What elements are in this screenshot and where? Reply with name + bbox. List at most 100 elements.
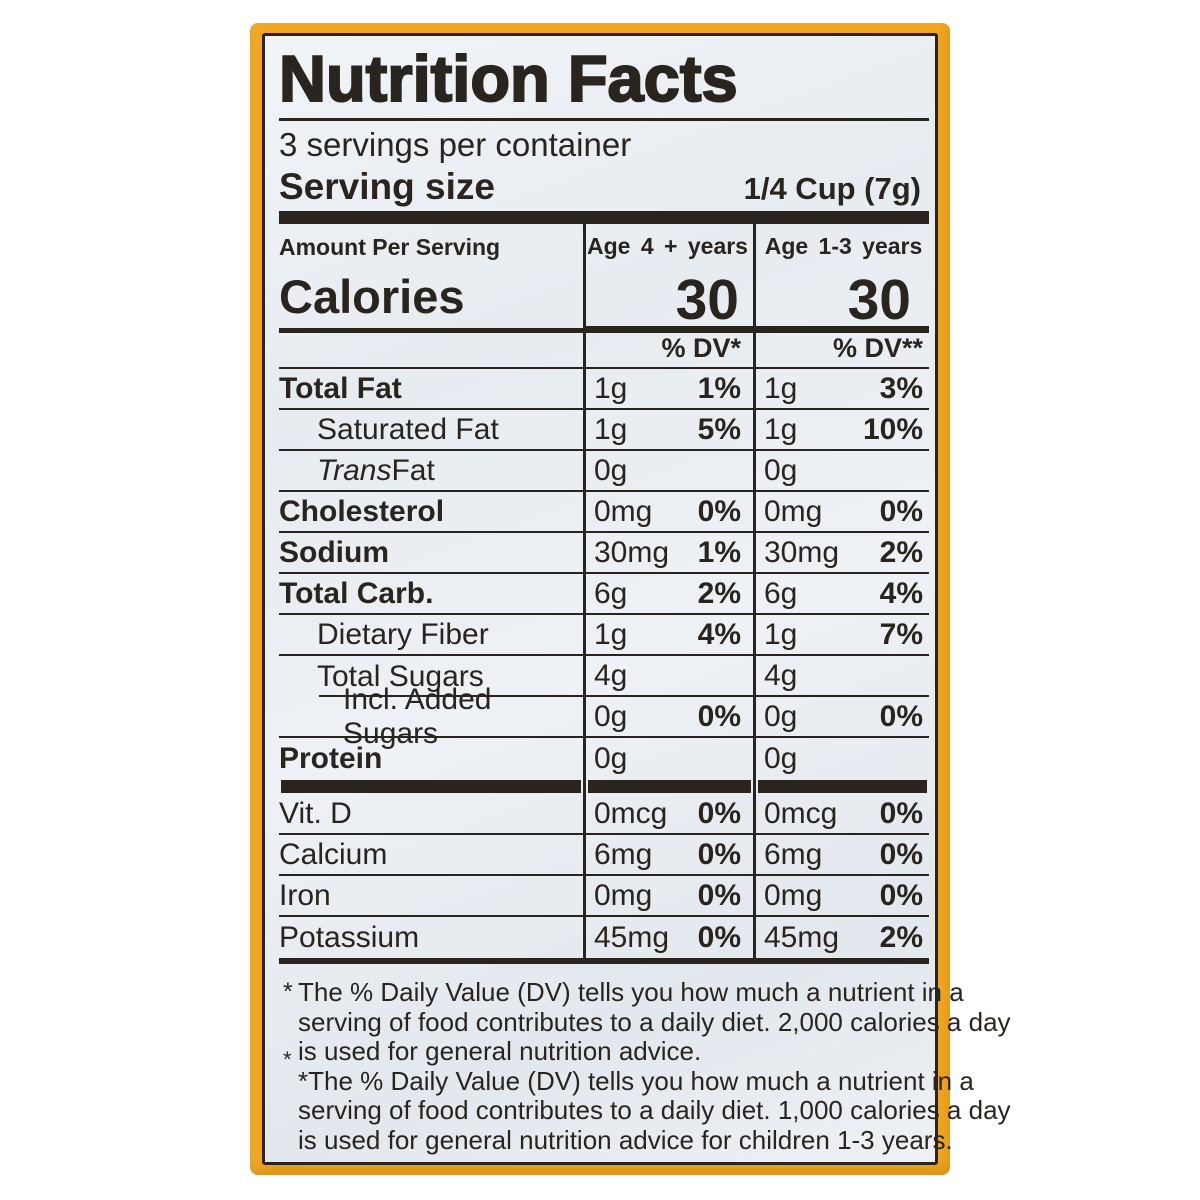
nutrient-values-age1-3: 45mg 2% xyxy=(753,917,929,958)
footnotes: * The % Daily Value (DV) tells you how mu… xyxy=(279,977,1011,1156)
calories-row: Calories 30 30 xyxy=(279,267,929,333)
amount-value: 0mcg xyxy=(764,796,838,830)
nutrient-rows: Total Fat 1g 1% 1g 3% Saturated Fat 1g 5% 1g 10% T… xyxy=(279,369,929,779)
nutrient-name: Cholesterol xyxy=(279,492,583,533)
section-divider-bar xyxy=(279,211,929,224)
serving-size-row: Serving size 1/4 Cup (7g) xyxy=(279,166,929,207)
amount-value: 45mg xyxy=(764,920,840,954)
nutrient-values-age1-3: 6mg 0% xyxy=(753,835,929,876)
amount-value: 0mg xyxy=(594,494,653,528)
nutrient-name: Sodium xyxy=(279,533,583,574)
nutrient-row: Cholesterol 0mg 0% 0mg 0% xyxy=(279,492,929,533)
nutrient-row: Incl. Added Sugars 0g 0% 0g 0% xyxy=(279,683,929,750)
daily-value-percent: 4% xyxy=(879,576,923,610)
nutrient-row: Total Fat 1g 1% 1g 3% xyxy=(279,369,929,410)
amount-value: 6g xyxy=(594,576,628,610)
daily-value-percent: 2% xyxy=(879,920,923,954)
footnote-line: serving of food contributes to a daily d… xyxy=(283,1007,1011,1038)
dv-header-spacer xyxy=(279,333,583,369)
daily-value-percent: 7% xyxy=(879,617,923,651)
amount-value: 4g xyxy=(764,658,798,692)
amount-value: 0mg xyxy=(594,878,653,912)
amount-value: 0mg xyxy=(764,878,823,912)
footnote-line: is used for general nutrition advice for… xyxy=(283,1125,953,1156)
amount-value: 1g xyxy=(764,617,798,651)
vitamin-rows: Vit. D 0mcg 0% 0mcg 0% Calcium 6mg 0% 6mg 0% Iron 0… xyxy=(279,794,929,958)
footnote-line: serving of food contributes to a daily d… xyxy=(283,1095,1011,1126)
amount-value: 6mg xyxy=(764,837,823,871)
daily-value-percent: 0% xyxy=(697,878,741,912)
amount-value: 45mg xyxy=(594,920,670,954)
nutrient-row: Vit. D 0mcg 0% 0mcg 0% xyxy=(279,794,929,835)
footnote-text: *The % Daily Value (DV) tells you how mu… xyxy=(298,1065,974,1096)
daily-value-percent: 5% xyxy=(697,412,741,446)
nutrient-values-age1-3: 1g 10% xyxy=(753,410,929,451)
footnote-text: serving of food contributes to a daily d… xyxy=(298,1095,1011,1125)
nutrient-row: Total Carb. 6g 2% 6g 4% xyxy=(279,574,929,615)
nutrient-name: Protein xyxy=(279,741,383,775)
footnote-line: * is used for general nutrition advice. xyxy=(283,1036,919,1072)
nutrient-values-age4plus: 0g 0% xyxy=(583,697,753,738)
footnote-asterisk: * xyxy=(283,1047,292,1072)
age-1-3-header: Age 1-3 years xyxy=(753,224,929,267)
nutrient-values-age1-3: 0g 0% xyxy=(753,697,929,738)
nutrient-name: Iron xyxy=(279,876,583,917)
daily-value-percent: 0% xyxy=(697,699,741,733)
daily-value-percent: 0% xyxy=(697,494,741,528)
daily-value-percent: 2% xyxy=(697,576,741,610)
nutrient-values-age1-3: 1g 3% xyxy=(753,369,929,410)
amount-value: 0mcg xyxy=(594,796,668,830)
nutrient-values-age4plus: 30mg 1% xyxy=(583,533,753,574)
nutrient-values-age1-3: 4g xyxy=(753,656,929,697)
nutrient-values-age1-3: 6g 4% xyxy=(753,574,929,615)
column-header-row: Amount Per Serving Age 4 + years Age 1-3… xyxy=(279,224,929,267)
amount-value: 0mg xyxy=(764,494,823,528)
amount-value: 0g xyxy=(594,453,628,487)
daily-value-percent: 10% xyxy=(862,412,923,446)
amount-value: 1g xyxy=(764,371,798,405)
amount-per-serving-label: Amount Per Serving xyxy=(279,234,501,260)
nutrient-name: Vit. D xyxy=(279,794,583,835)
amount-value: 6mg xyxy=(594,837,653,871)
nutrient-name: Potassium xyxy=(279,920,420,954)
amount-value: 30mg xyxy=(764,535,840,569)
footnote-line: *The % Daily Value (DV) tells you how mu… xyxy=(283,977,964,1008)
divider-bar-segment xyxy=(583,779,753,794)
nutrient-values-age4plus: 1g 5% xyxy=(583,410,753,451)
amount-value: 0g xyxy=(594,699,628,733)
daily-value-percent: 1% xyxy=(697,535,741,569)
servings-per-container: 3 servings per container xyxy=(279,126,632,163)
footnote-asterisk: * xyxy=(283,978,293,1006)
amount-value: 0g xyxy=(764,453,798,487)
nutrient-values-age4plus: 0mg 0% xyxy=(583,492,753,533)
footnote-text: The % Daily Value (DV) tells you how muc… xyxy=(298,977,964,1007)
nutrient-name: Saturated Fat xyxy=(279,410,583,451)
nutrient-name-italic: Trans xyxy=(317,453,392,487)
nutrient-row: Iron 0mg 0% 0mg 0% xyxy=(279,876,929,917)
divider-bar-segment xyxy=(279,779,583,794)
package-photo: Nutrition Facts 3 servings per container… xyxy=(250,23,1011,1175)
nutrient-values-age1-3: 0g xyxy=(753,451,929,492)
daily-value-percent: 0% xyxy=(879,494,923,528)
footnote-line: *The % Daily Value (DV) tells you how mu… xyxy=(283,1066,974,1097)
nutrient-values-age4plus: 0mcg 0% xyxy=(583,794,753,835)
amount-value: 0g xyxy=(764,741,798,775)
nutrient-values-age4plus: 0mg 0% xyxy=(583,876,753,917)
footnote-asterisk xyxy=(283,1096,298,1126)
daily-value-percent: 1% xyxy=(697,371,741,405)
daily-value-percent: 0% xyxy=(879,878,923,912)
nutrient-values-age1-3: 30mg 2% xyxy=(753,533,929,574)
amount-value: 1g xyxy=(764,412,798,446)
dv-header-age1-3: % DV** xyxy=(753,333,929,369)
daily-value-percent: 3% xyxy=(879,371,923,405)
nutrient-row: Saturated Fat 1g 5% 1g 10% xyxy=(279,410,929,451)
daily-value-header-row: % DV* % DV** xyxy=(279,333,929,369)
nutrient-values-age4plus: 0g xyxy=(583,451,753,492)
amount-value: 1g xyxy=(594,617,628,651)
footnote-text: is used for general nutrition advice for… xyxy=(298,1124,953,1155)
nutrient-row: Total Sugars 4g 4g xyxy=(279,656,929,697)
nutrient-values-age1-3: 0mg 0% xyxy=(753,492,929,533)
nutrient-row: Potassium 45mg 0% 45mg 2% xyxy=(279,917,929,958)
footer-divider-bar xyxy=(279,958,929,964)
nutrient-values-age4plus: 6mg 0% xyxy=(583,835,753,876)
